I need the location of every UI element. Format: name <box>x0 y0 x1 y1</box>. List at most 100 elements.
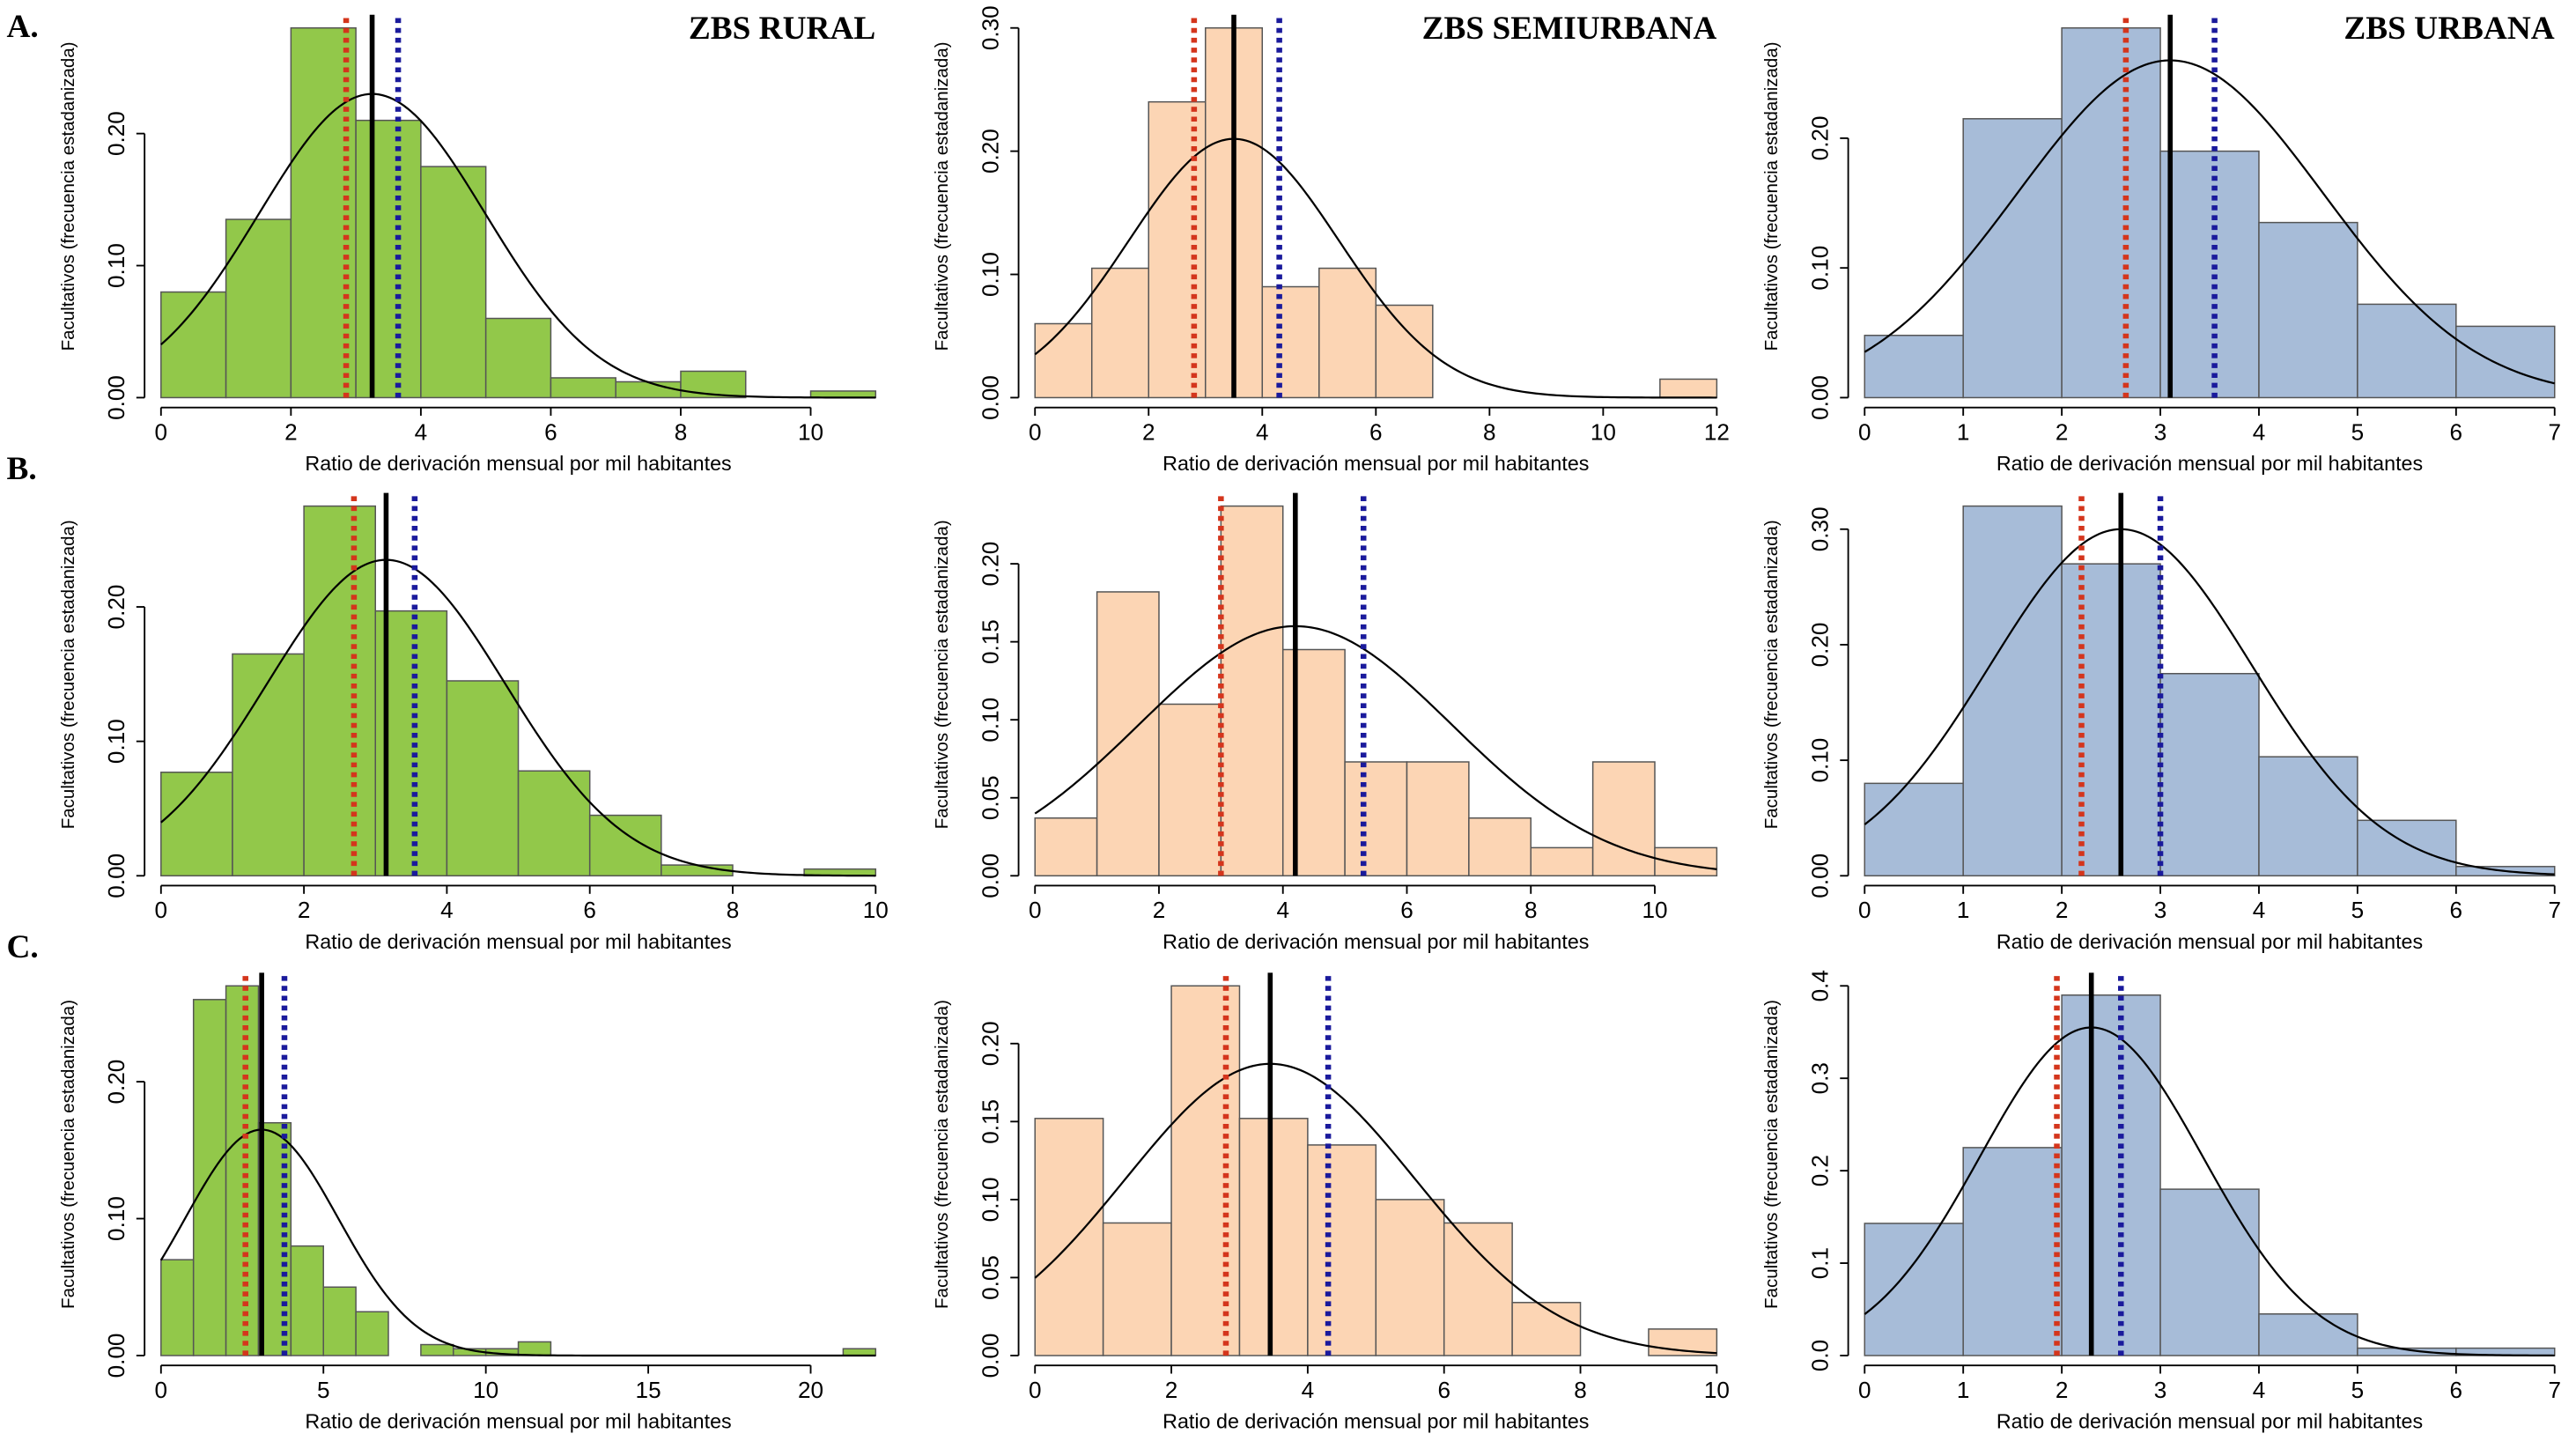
bar <box>2061 994 2161 1356</box>
x-tick-label: 10 <box>1704 1377 1730 1403</box>
y-tick-label: 0.20 <box>978 542 1004 587</box>
x-tick-label: 12 <box>1704 418 1730 445</box>
x-tick-label: 20 <box>798 1377 823 1403</box>
normal-curve <box>1864 59 2556 385</box>
chart-title: ZBS URBANA <box>2343 11 2554 47</box>
x-tick-label: 4 <box>440 897 454 923</box>
x-axis-label: Ratio de derivación mensual por mil habi… <box>1997 452 2423 475</box>
chart-title: ZBS RURAL <box>689 11 875 47</box>
x-tick-label: 8 <box>1483 418 1496 445</box>
bar <box>1102 1222 1172 1356</box>
x-tick-label: 2 <box>298 897 311 923</box>
y-tick-label: 0.0 <box>1807 1340 1834 1371</box>
x-tick-label: 4 <box>1276 897 1289 923</box>
x-tick-label: 6 <box>2450 897 2463 923</box>
bar <box>2159 1188 2260 1356</box>
x-axis-label: Ratio de derivación mensual por mil habi… <box>1997 930 2423 953</box>
y-tick-label: 0.20 <box>103 585 129 630</box>
y-tick-label: 0.00 <box>103 854 129 898</box>
x-tick-label: 6 <box>2450 1377 2463 1403</box>
x-tick-label: 7 <box>2548 897 2561 923</box>
bar <box>1530 846 1594 877</box>
bar <box>2061 26 2161 399</box>
bar <box>446 680 520 877</box>
bar <box>1034 817 1098 877</box>
y-tick-label: 0.20 <box>1807 623 1834 668</box>
x-tick-label: 6 <box>1400 897 1413 923</box>
x-tick-label: 0 <box>1029 897 1042 923</box>
y-tick-label: 0.10 <box>103 719 129 764</box>
bar <box>2357 303 2457 399</box>
x-tick-label: 6 <box>1437 1377 1450 1403</box>
bar <box>290 1245 324 1356</box>
y-tick-label: 0.10 <box>1807 738 1834 783</box>
bar <box>588 814 662 877</box>
bar <box>420 1343 454 1356</box>
y-tick-label: 0.20 <box>978 129 1004 174</box>
row-label: B. <box>6 451 36 487</box>
bar <box>322 1286 357 1356</box>
y-tick-label: 0.05 <box>978 775 1004 820</box>
bar <box>1864 335 1964 399</box>
bar <box>1962 505 2063 877</box>
y-tick-label: 0.20 <box>103 1060 129 1105</box>
normal-curve <box>160 558 876 877</box>
x-tick-label: 0 <box>1858 897 1871 923</box>
y-tick-label: 0.00 <box>103 1334 129 1378</box>
bar <box>355 119 422 399</box>
normal-curve <box>159 1128 876 1357</box>
bar <box>1158 703 1222 877</box>
x-tick-label: 1 <box>1957 418 1970 445</box>
x-tick-label: 3 <box>2154 1377 2167 1403</box>
x-tick-label: 3 <box>2154 418 2167 445</box>
x-tick-label: 6 <box>544 418 557 445</box>
x-tick-label: 3 <box>2154 897 2167 923</box>
y-axis-label: Facultativos (frecuencia estadanizada) <box>932 41 952 351</box>
x-axis-label: Ratio de derivación mensual por mil habi… <box>305 452 731 475</box>
x-tick-label: 7 <box>2548 1377 2561 1403</box>
x-tick-label: 4 <box>1256 418 1269 445</box>
bar <box>1220 505 1284 877</box>
x-axis-label: Ratio de derivación mensual por mil habi… <box>305 930 731 953</box>
bar <box>420 166 487 399</box>
bar <box>2258 221 2358 399</box>
y-tick-label: 0.10 <box>978 252 1004 297</box>
bar <box>355 1311 389 1356</box>
y-tick-label: 0.2 <box>1807 1155 1834 1186</box>
x-tick-label: 10 <box>863 897 889 923</box>
y-axis-label: Facultativos (frecuencia estadanizada) <box>1761 41 1782 351</box>
bar <box>1406 761 1470 877</box>
x-tick-label: 6 <box>1369 418 1383 445</box>
x-tick-label: 5 <box>2351 897 2365 923</box>
x-tick-label: 4 <box>1302 1377 1315 1403</box>
y-tick-label: 0.00 <box>1807 854 1834 898</box>
bar <box>160 772 233 877</box>
bar <box>2357 819 2457 877</box>
x-tick-label: 8 <box>1574 1377 1587 1403</box>
bar <box>2258 1313 2358 1356</box>
bar <box>225 218 292 399</box>
y-axis-label: Facultativos (frecuencia estadanizada) <box>58 41 78 351</box>
x-axis-label: Ratio de derivación mensual por mil habi… <box>1997 1410 2423 1433</box>
x-axis-label: Ratio de derivación mensual por mil habi… <box>1163 930 1589 953</box>
x-tick-label: 2 <box>2056 1377 2069 1403</box>
y-tick-label: 0.00 <box>103 375 129 420</box>
x-tick-label: 10 <box>1591 418 1616 445</box>
y-tick-label: 0.00 <box>978 1334 1004 1378</box>
x-tick-label: 2 <box>2056 897 2069 923</box>
bar <box>2061 563 2161 877</box>
x-tick-label: 5 <box>2351 418 2365 445</box>
x-tick-label: 1 <box>1957 897 1970 923</box>
bar <box>1344 761 1408 877</box>
bar <box>1864 782 1964 877</box>
bar <box>842 1348 877 1356</box>
x-tick-label: 2 <box>1153 897 1166 923</box>
bar <box>225 985 260 1356</box>
y-tick-label: 0.00 <box>1807 375 1834 420</box>
row-label: C. <box>6 929 38 965</box>
bar <box>517 1341 552 1356</box>
y-tick-label: 0.1 <box>1807 1247 1834 1279</box>
bar <box>2455 325 2556 399</box>
x-tick-label: 4 <box>2253 897 2266 923</box>
x-tick-label: 4 <box>415 418 428 445</box>
